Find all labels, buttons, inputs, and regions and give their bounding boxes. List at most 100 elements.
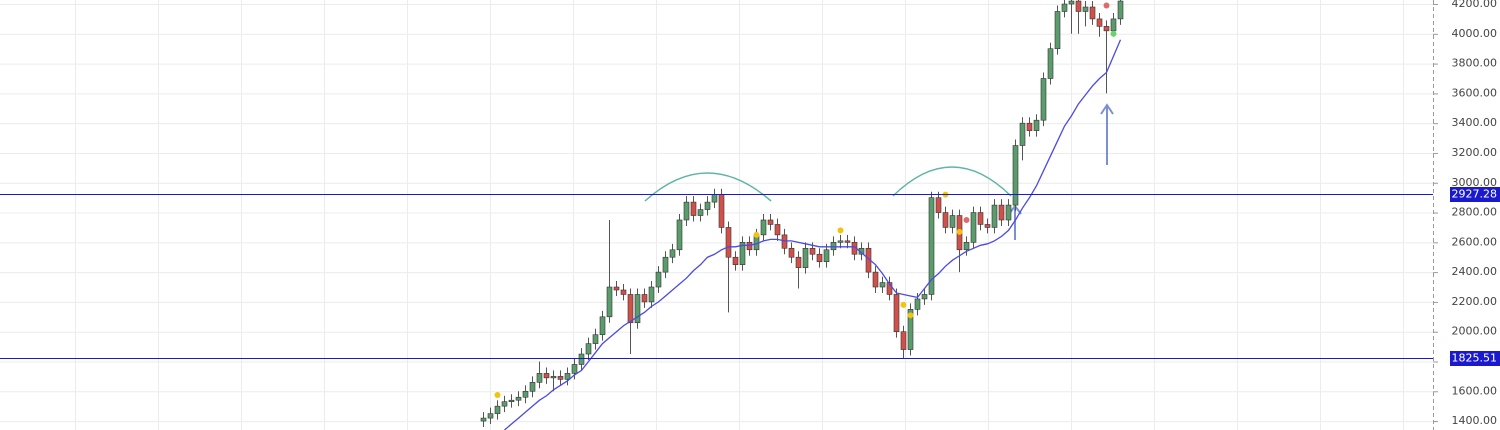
candle-body — [599, 316, 606, 335]
candle-body — [690, 201, 697, 216]
candle-body — [557, 376, 564, 380]
candle-body — [1075, 0, 1082, 12]
candle-body — [900, 331, 907, 350]
candle-body — [935, 197, 942, 213]
candle-body — [543, 373, 550, 379]
candle-body — [830, 242, 837, 251]
candle-body — [662, 256, 669, 273]
candle-body — [816, 253, 823, 262]
candle-body — [578, 353, 585, 365]
candle-body — [676, 219, 683, 251]
candle-body — [1019, 122, 1026, 146]
y-tick-label: 1400.00 — [1452, 414, 1498, 427]
candle-body — [928, 197, 935, 295]
candle-body — [1026, 122, 1033, 131]
candle-body — [921, 294, 928, 300]
y-tick-label: 3600.00 — [1452, 86, 1498, 99]
candle-body — [746, 242, 753, 251]
signal-marker — [837, 227, 844, 234]
candle-body — [1068, 0, 1075, 5]
candle-body — [823, 249, 830, 262]
candle-body — [767, 219, 774, 225]
candle-body — [641, 294, 648, 303]
candle-body — [984, 224, 991, 228]
candle-body — [942, 212, 949, 228]
candle-body — [606, 286, 613, 318]
top-arc — [644, 172, 772, 202]
candle-body — [1110, 18, 1117, 32]
price-label-box — [1450, 187, 1500, 202]
candle-body — [788, 247, 795, 258]
candle-body — [480, 417, 487, 422]
candle-body — [802, 247, 809, 268]
candle-body — [564, 373, 571, 380]
candle-body — [585, 343, 592, 355]
signal-marker — [753, 231, 760, 238]
candle-body — [620, 289, 627, 295]
candle-body — [683, 201, 690, 221]
candle-body — [648, 286, 655, 303]
candle-body — [550, 376, 557, 379]
candle-body — [536, 373, 543, 383]
candle-body — [760, 219, 767, 236]
candle-body — [571, 364, 578, 374]
candle-body — [634, 294, 641, 324]
arrow — [1100, 103, 1114, 165]
candle-body — [1117, 0, 1124, 20]
signal-marker — [1103, 2, 1110, 9]
candle-body — [977, 212, 984, 225]
candle-body — [809, 247, 816, 255]
candle-body — [991, 204, 998, 228]
candle-body — [592, 334, 599, 344]
candle-body — [886, 282, 893, 295]
y-tick-label: 2200.00 — [1452, 295, 1498, 308]
horizontal-grid — [0, 4, 1433, 423]
y-tick-label: 4000.00 — [1452, 27, 1498, 40]
y-tick-label: 2800.00 — [1452, 206, 1498, 219]
y-tick-label: 2600.00 — [1452, 235, 1498, 248]
candle-body — [1040, 78, 1047, 121]
candle-body — [1054, 11, 1061, 50]
candle-body — [487, 413, 494, 419]
signal-marker — [956, 228, 963, 235]
candle-body — [1103, 26, 1110, 32]
candle-body — [893, 294, 900, 332]
candle-body — [1061, 3, 1068, 12]
candle-body — [914, 298, 921, 310]
candle-body — [949, 215, 956, 228]
candle-body — [781, 234, 788, 249]
y-tick-label: 3800.00 — [1452, 57, 1498, 70]
y-tick-label: 2000.00 — [1452, 325, 1498, 338]
y-tick-label: 3400.00 — [1452, 116, 1498, 129]
signal-marker — [494, 391, 501, 398]
candle-body — [907, 309, 914, 350]
candle-body — [774, 224, 781, 236]
moving-average — [504, 39, 1122, 430]
candle-body — [1012, 145, 1019, 206]
candle-body — [669, 249, 676, 258]
y-tick-label: 3200.00 — [1452, 146, 1498, 159]
signal-marker — [963, 216, 970, 223]
signal-marker — [900, 301, 907, 308]
y-tick-label: 4200.00 — [1452, 0, 1498, 10]
candle-body — [711, 194, 718, 203]
candle-body — [501, 401, 508, 407]
candle-body — [508, 399, 515, 403]
candle-body — [732, 256, 739, 265]
candle-body — [1089, 6, 1096, 20]
candle-body — [655, 271, 662, 288]
candle-body — [515, 396, 522, 401]
candle-body — [963, 242, 970, 251]
candle-body — [872, 271, 879, 288]
candle-body — [837, 240, 844, 243]
candle-body — [1033, 119, 1040, 131]
candle-body — [739, 242, 746, 265]
candle-body — [795, 256, 802, 268]
candle-body — [627, 294, 634, 324]
candle-body — [522, 390, 529, 398]
candle-body — [697, 209, 704, 216]
candle-body — [613, 286, 620, 291]
price-label: 1825.51 — [1452, 352, 1498, 365]
